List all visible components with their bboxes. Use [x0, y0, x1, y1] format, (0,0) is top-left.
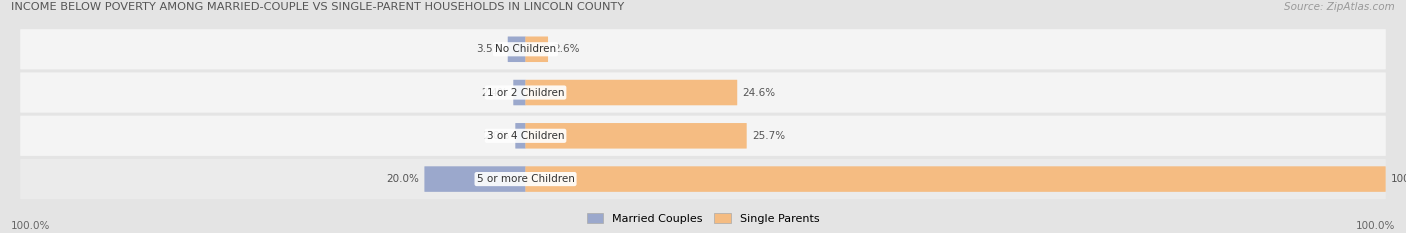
- Text: 100.0%: 100.0%: [1355, 221, 1395, 231]
- FancyBboxPatch shape: [20, 159, 1386, 199]
- Text: 3 or 4 Children: 3 or 4 Children: [486, 131, 564, 141]
- Text: 1 or 2 Children: 1 or 2 Children: [486, 88, 564, 98]
- FancyBboxPatch shape: [526, 80, 737, 105]
- Text: INCOME BELOW POVERTY AMONG MARRIED-COUPLE VS SINGLE-PARENT HOUSEHOLDS IN LINCOLN: INCOME BELOW POVERTY AMONG MARRIED-COUPL…: [11, 2, 624, 12]
- Text: 24.6%: 24.6%: [742, 88, 776, 98]
- FancyBboxPatch shape: [20, 116, 1386, 156]
- Text: 2.0%: 2.0%: [484, 131, 510, 141]
- Text: Source: ZipAtlas.com: Source: ZipAtlas.com: [1284, 2, 1395, 12]
- FancyBboxPatch shape: [20, 72, 1386, 113]
- Legend: Married Couples, Single Parents: Married Couples, Single Parents: [583, 210, 823, 227]
- FancyBboxPatch shape: [513, 80, 526, 105]
- FancyBboxPatch shape: [526, 37, 548, 62]
- Text: 100.0%: 100.0%: [11, 221, 51, 231]
- Text: 25.7%: 25.7%: [752, 131, 785, 141]
- Text: 20.0%: 20.0%: [387, 174, 419, 184]
- Text: No Children: No Children: [495, 44, 557, 54]
- Text: 3.5%: 3.5%: [475, 44, 502, 54]
- Text: 5 or more Children: 5 or more Children: [477, 174, 575, 184]
- Text: 2.4%: 2.4%: [481, 88, 508, 98]
- Text: 2.6%: 2.6%: [554, 44, 579, 54]
- FancyBboxPatch shape: [526, 123, 747, 149]
- FancyBboxPatch shape: [508, 37, 526, 62]
- FancyBboxPatch shape: [526, 166, 1386, 192]
- FancyBboxPatch shape: [20, 29, 1386, 69]
- Text: 100.0%: 100.0%: [1391, 174, 1406, 184]
- FancyBboxPatch shape: [425, 166, 526, 192]
- FancyBboxPatch shape: [516, 123, 526, 149]
